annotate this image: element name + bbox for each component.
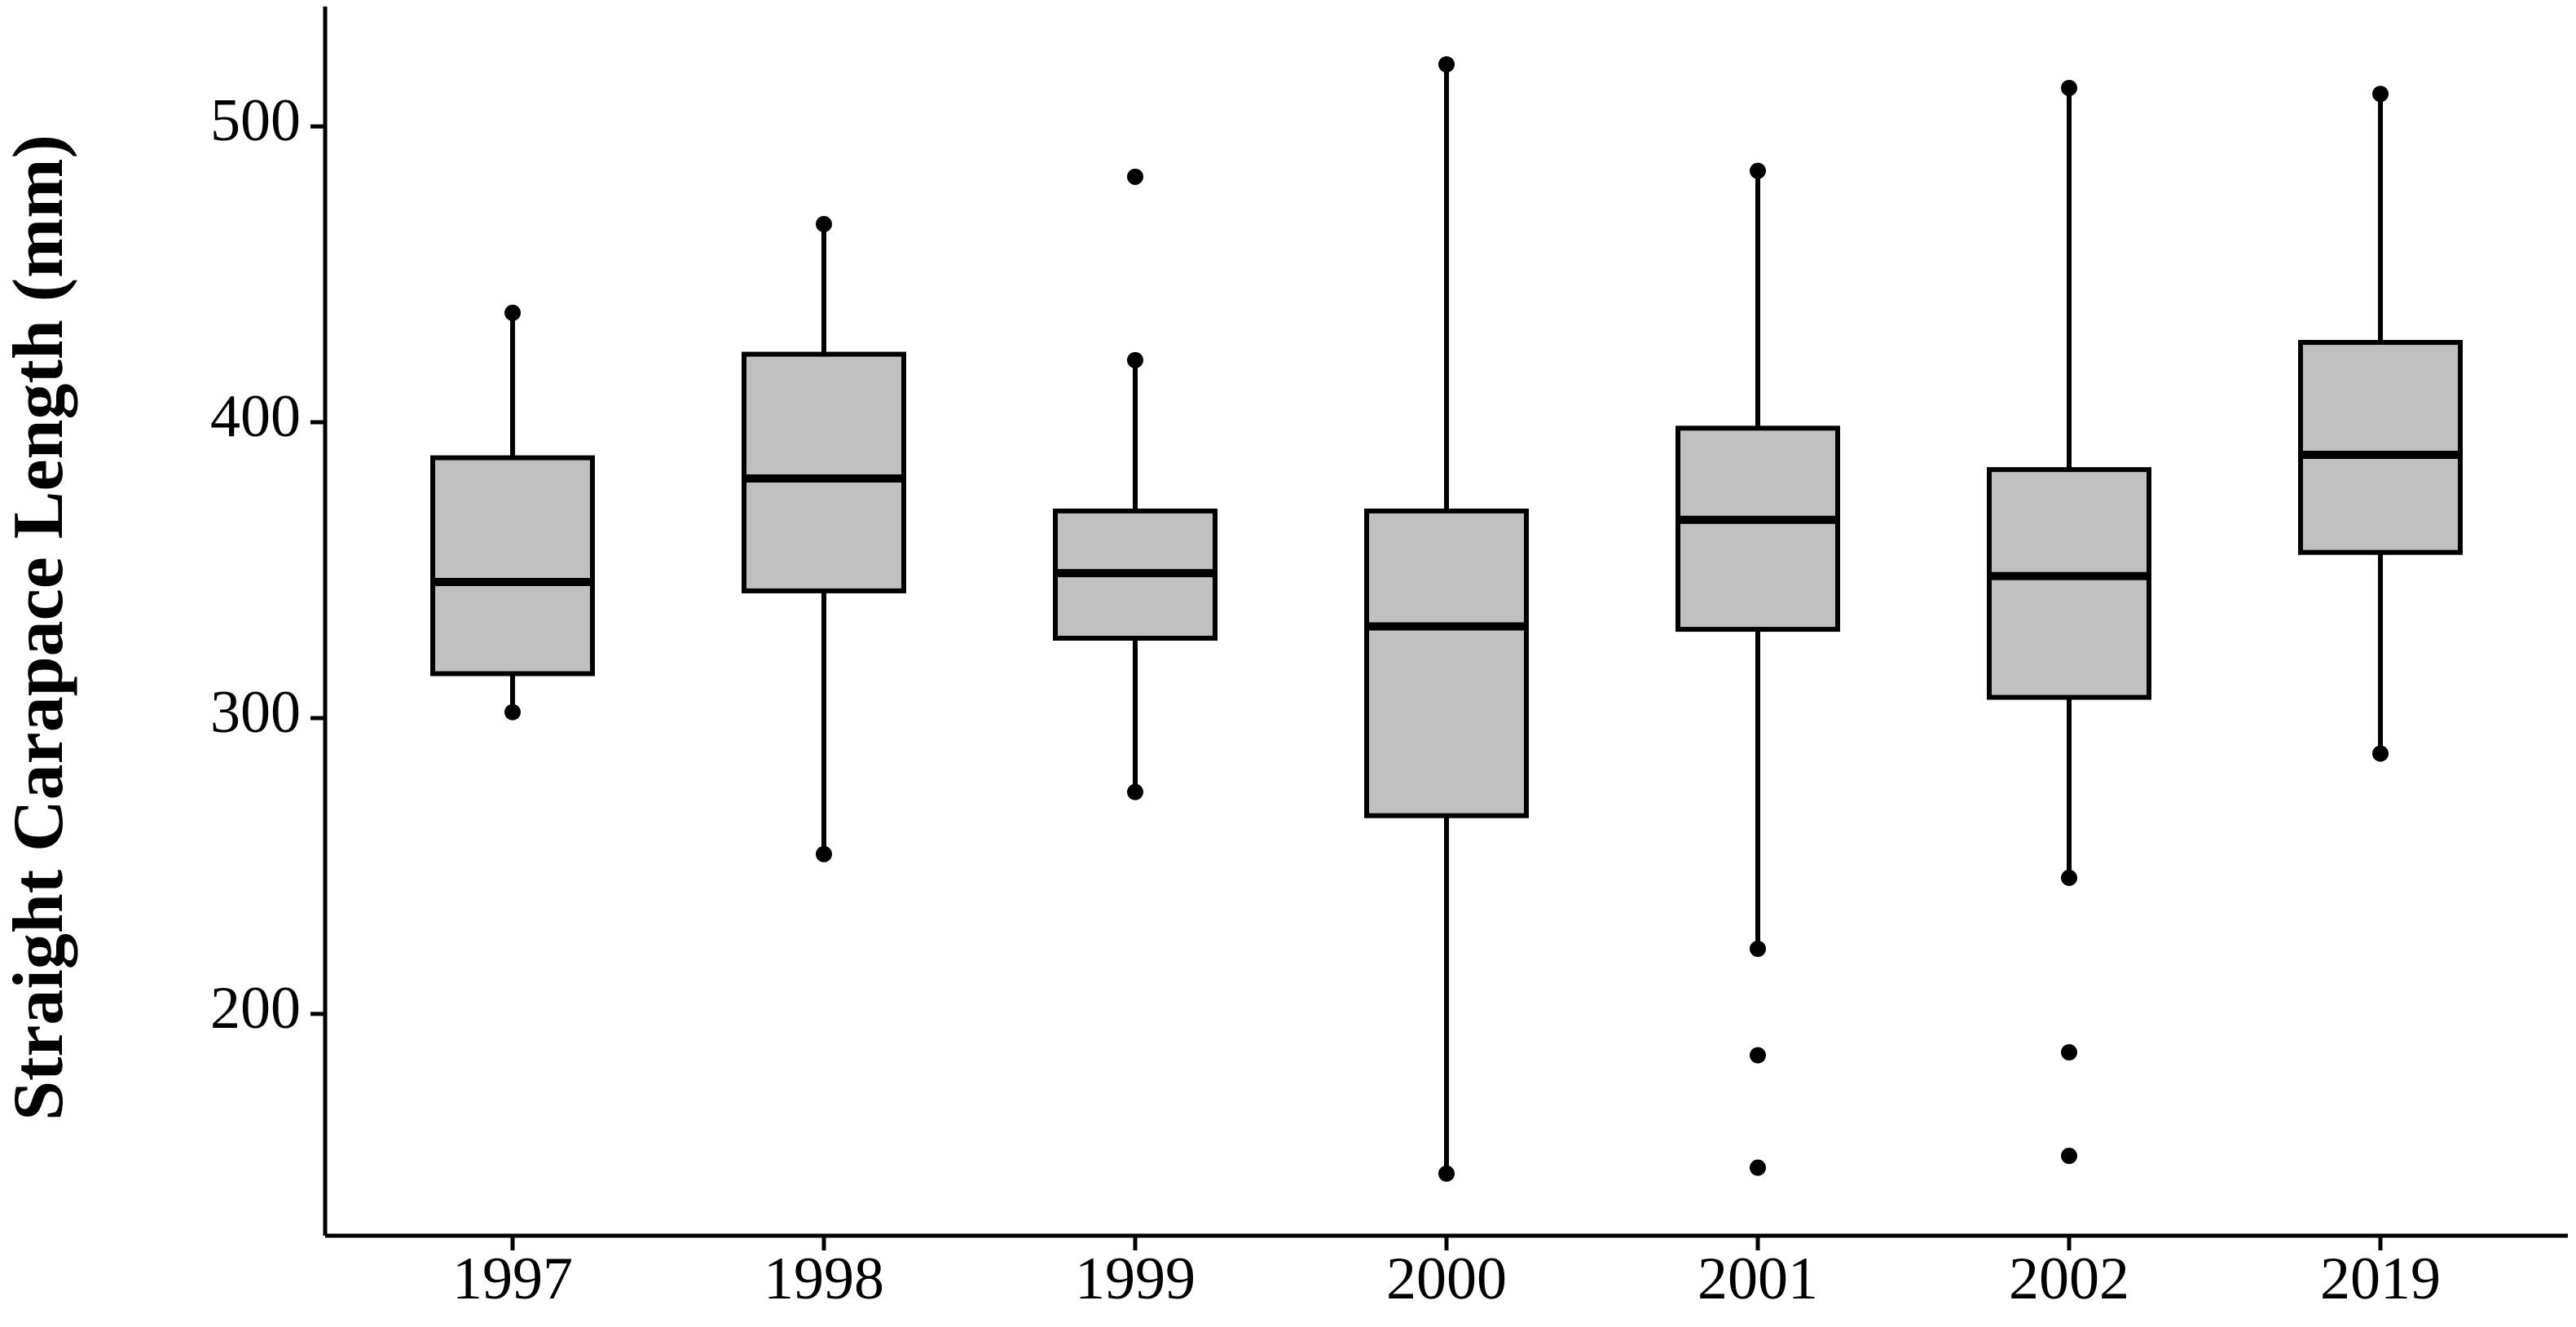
whisker-end-point [1127,351,1143,368]
whisker-end-point [2061,869,2077,886]
x-tick-label: 1997 [452,1245,573,1312]
x-tick-label: 2001 [1698,1245,1818,1312]
whisker-end-point [816,215,832,232]
box [2298,340,2463,555]
whisker-end-point [1438,1165,1455,1182]
box [430,455,595,677]
y-tick-label: 400 [210,383,301,450]
whisker-end-point [504,703,521,721]
x-tick-label: 2000 [1386,1245,1507,1312]
outlier [2061,1044,2077,1061]
x-tick-label: 1999 [1075,1245,1196,1312]
box [1987,467,2151,700]
y-tick-label: 300 [210,679,301,746]
outlier [1750,1159,1766,1176]
x-tick-label: 2002 [2009,1245,2129,1312]
whisker-end-point [2372,745,2389,762]
whisker-end-point [1438,55,1455,73]
outlier [1750,1047,1766,1064]
whisker-end-point [1750,940,1766,957]
box [742,351,906,593]
outlier [1127,168,1143,185]
whisker-end-point [2372,86,2389,103]
whisker-end-point [2061,79,2077,96]
x-tick-label: 2019 [2320,1245,2441,1312]
whisker-end-point [816,845,832,862]
whisker-end-point [504,304,521,321]
whisker-end-point [1127,783,1143,800]
box [1676,425,1840,633]
whisker-end-point [1750,162,1766,179]
x-tick-label: 1998 [764,1245,884,1312]
y-axis-label: Straight Carapace Length (mm) [0,134,78,1121]
outlier [2061,1148,2077,1165]
box [1364,508,1529,818]
y-tick-label: 500 [210,87,301,154]
y-tick-label: 200 [210,975,301,1042]
